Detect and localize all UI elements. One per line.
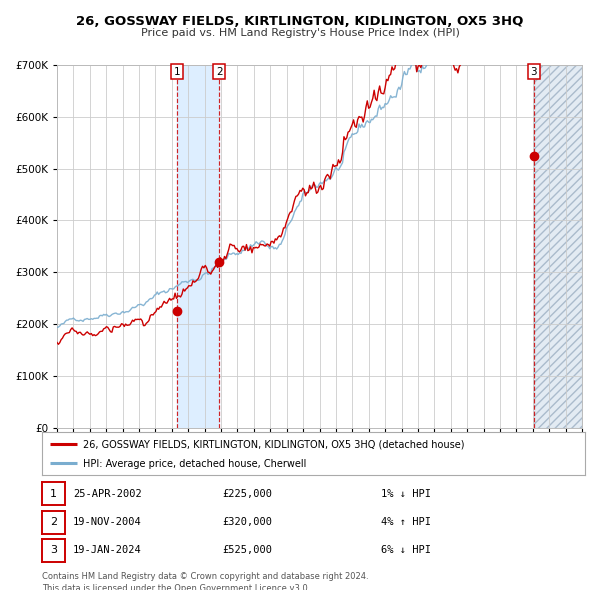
Text: 6% ↓ HPI: 6% ↓ HPI (381, 546, 431, 555)
Text: 26, GOSSWAY FIELDS, KIRTLINGTON, KIDLINGTON, OX5 3HQ (detached house): 26, GOSSWAY FIELDS, KIRTLINGTON, KIDLING… (83, 440, 464, 450)
Text: 1% ↓ HPI: 1% ↓ HPI (381, 489, 431, 499)
Text: £225,000: £225,000 (222, 489, 272, 499)
Bar (533, 65, 582, 428)
Text: 3: 3 (530, 67, 537, 77)
Text: 26, GOSSWAY FIELDS, KIRTLINGTON, KIDLINGTON, OX5 3HQ: 26, GOSSWAY FIELDS, KIRTLINGTON, KIDLING… (76, 15, 524, 28)
Text: 25-APR-2002: 25-APR-2002 (73, 489, 142, 499)
Text: HPI: Average price, detached house, Cherwell: HPI: Average price, detached house, Cher… (83, 459, 306, 469)
Text: £525,000: £525,000 (222, 546, 272, 555)
Text: 2: 2 (50, 517, 57, 527)
Text: 4% ↑ HPI: 4% ↑ HPI (381, 517, 431, 527)
Bar (177, 65, 219, 428)
Text: This data is licensed under the Open Government Licence v3.0.: This data is licensed under the Open Gov… (42, 584, 310, 590)
Text: Contains HM Land Registry data © Crown copyright and database right 2024.: Contains HM Land Registry data © Crown c… (42, 572, 368, 581)
Text: Price paid vs. HM Land Registry's House Price Index (HPI): Price paid vs. HM Land Registry's House … (140, 28, 460, 38)
Text: 19-JAN-2024: 19-JAN-2024 (73, 546, 142, 555)
Text: 3: 3 (50, 546, 57, 555)
Text: 1: 1 (173, 67, 180, 77)
Text: 19-NOV-2004: 19-NOV-2004 (73, 517, 142, 527)
Text: 1: 1 (50, 489, 57, 499)
Text: £320,000: £320,000 (222, 517, 272, 527)
Text: 2: 2 (216, 67, 223, 77)
Bar (533, 65, 582, 428)
